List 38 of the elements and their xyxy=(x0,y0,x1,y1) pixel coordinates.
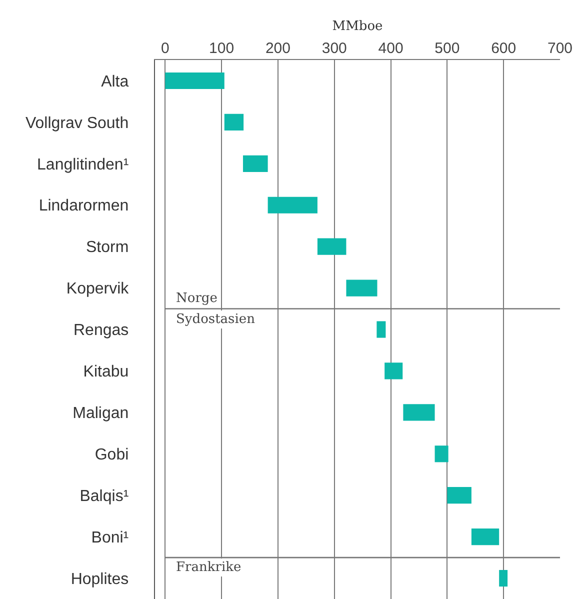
y-tick-label: Alta xyxy=(101,73,129,90)
bar xyxy=(224,114,244,130)
y-tick-label: Lindarormen xyxy=(38,198,129,215)
y-tick-label: Maligan xyxy=(72,405,129,422)
annotation: Frankrike xyxy=(176,560,242,575)
x-tick-label: 200 xyxy=(265,40,290,57)
y-tick-label: Gobi xyxy=(94,446,129,464)
bar xyxy=(346,280,378,296)
x-tick-label: 700 xyxy=(547,40,573,57)
x-tick-label: 100 xyxy=(209,40,234,57)
bar xyxy=(165,72,224,90)
y-tick-label: Kitabu xyxy=(83,364,129,381)
bar xyxy=(434,446,448,462)
y-tick-label: Kopervik xyxy=(66,280,130,298)
bar xyxy=(471,528,500,546)
bar xyxy=(447,487,472,504)
x-axis-title: MMboe xyxy=(332,18,384,34)
y-tick-label: Storm xyxy=(86,239,129,256)
bar xyxy=(499,570,508,587)
bar xyxy=(242,155,268,172)
y-tick-label: Rengas xyxy=(73,322,129,340)
y-tick-label: Langlitinden¹ xyxy=(37,156,129,174)
x-tick-label: 600 xyxy=(491,40,516,57)
bar xyxy=(403,404,435,421)
y-tick-label: Balqis¹ xyxy=(80,488,129,505)
y-tick-label: Hoplites xyxy=(70,570,129,588)
annotation: Sydostasien xyxy=(176,312,256,327)
bar xyxy=(317,238,346,255)
x-tick-label: 300 xyxy=(322,40,347,57)
x-tick-label: 0 xyxy=(160,40,170,57)
bar xyxy=(384,362,403,380)
y-tick-label: Vollgrav South xyxy=(25,114,129,132)
bar xyxy=(376,321,386,338)
bar xyxy=(268,196,318,214)
y-tick-label: Boni¹ xyxy=(91,529,129,546)
x-tick-label: 400 xyxy=(378,40,404,57)
x-tick-label: 500 xyxy=(434,40,460,57)
annotation: Norge xyxy=(176,291,218,306)
